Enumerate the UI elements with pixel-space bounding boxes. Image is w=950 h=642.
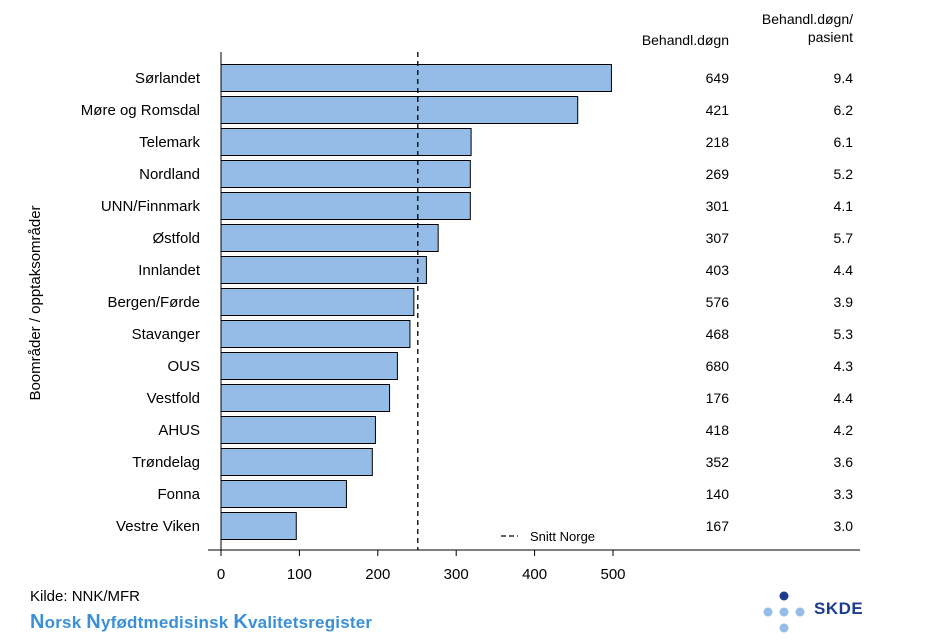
behandl-dogn-per-pasient-value: 3.9 bbox=[834, 294, 854, 310]
category-label: Vestre Viken bbox=[116, 518, 200, 535]
registry-word-1: yfødtmedisinsk bbox=[100, 613, 234, 632]
behandl-dogn-value: 167 bbox=[706, 518, 730, 534]
behandl-dogn-per-pasient-header: pasient bbox=[808, 29, 853, 45]
behandl-dogn-value: 649 bbox=[706, 70, 730, 86]
behandl-dogn-value: 680 bbox=[706, 358, 730, 374]
behandl-dogn-header: Behandl.døgn bbox=[642, 32, 729, 48]
bar-chart: Sørlandet 649 9.4 Møre og Romsdal 421 6.2 Tele… bbox=[27, 11, 860, 583]
bar bbox=[220, 96, 579, 124]
behandl-dogn-value: 468 bbox=[706, 326, 730, 342]
behandl-dogn-per-pasient-value: 4.2 bbox=[834, 422, 854, 438]
behandl-dogn-per-pasient-value: 4.3 bbox=[834, 358, 854, 374]
category-label: Telemark bbox=[139, 134, 200, 151]
behandl-dogn-per-pasient-value: 4.4 bbox=[834, 390, 854, 406]
behandl-dogn-value: 418 bbox=[706, 422, 730, 438]
x-tick-label: 500 bbox=[600, 566, 625, 583]
bar bbox=[220, 160, 471, 188]
skde-logo-dots bbox=[763, 591, 805, 633]
bar bbox=[220, 288, 415, 316]
source-note: Kilde: NNK/MFR bbox=[30, 588, 141, 605]
behandl-dogn-per-pasient-value: 9.4 bbox=[834, 70, 854, 86]
behandl-dogn-value: 176 bbox=[706, 390, 730, 406]
category-label: Nordland bbox=[139, 166, 200, 183]
behandl-dogn-value: 576 bbox=[706, 294, 730, 310]
x-tick-label: 400 bbox=[522, 566, 547, 583]
x-tick-label: 100 bbox=[287, 566, 312, 583]
behandl-dogn-per-pasient-value: 5.3 bbox=[834, 326, 854, 342]
category-label: Østfold bbox=[152, 230, 200, 247]
category-label: Innlandet bbox=[138, 262, 201, 279]
registry-initial-0: N bbox=[30, 611, 45, 633]
behandl-dogn-per-pasient-header: Behandl.døgn/ bbox=[762, 11, 853, 27]
skde-logo-text: SKDE bbox=[814, 599, 864, 618]
y-axis-title: Boområder / opptaksområder bbox=[27, 205, 44, 400]
behandl-dogn-per-pasient-value: 6.1 bbox=[834, 134, 854, 150]
category-label: Møre og Romsdal bbox=[81, 102, 200, 119]
bar bbox=[220, 224, 439, 252]
bar bbox=[220, 416, 376, 444]
x-tick-label: 0 bbox=[217, 566, 225, 583]
bar bbox=[220, 448, 373, 476]
category-label: Fonna bbox=[157, 486, 200, 503]
category-label: Bergen/Førde bbox=[107, 294, 200, 311]
registry-initial-2: K bbox=[233, 611, 249, 633]
bar bbox=[220, 320, 411, 348]
category-label: Stavanger bbox=[132, 326, 200, 343]
registry-name: Norsk Nyfødtmedisinsk Kvalitetsregister bbox=[30, 611, 372, 634]
behandl-dogn-value: 140 bbox=[706, 486, 730, 502]
registry-word-2: valitetsregister bbox=[248, 613, 373, 632]
bar bbox=[220, 512, 297, 540]
skde-logo: SKDE bbox=[762, 590, 882, 636]
behandl-dogn-per-pasient-value: 3.6 bbox=[834, 454, 854, 470]
behandl-dogn-value: 269 bbox=[706, 166, 730, 182]
behandl-dogn-per-pasient-value: 3.3 bbox=[834, 486, 854, 502]
bar bbox=[220, 352, 398, 380]
category-label: AHUS bbox=[158, 422, 200, 439]
category-label: OUS bbox=[167, 358, 200, 375]
behandl-dogn-value: 218 bbox=[706, 134, 730, 150]
behandl-dogn-per-pasient-value: 5.2 bbox=[834, 166, 854, 182]
category-label: Trøndelag bbox=[132, 454, 200, 471]
behandl-dogn-per-pasient-value: 4.1 bbox=[834, 198, 854, 214]
bar bbox=[220, 480, 347, 508]
bar bbox=[220, 64, 612, 92]
behandl-dogn-value: 307 bbox=[706, 230, 730, 246]
behandl-dogn-per-pasient-value: 4.4 bbox=[834, 262, 854, 278]
category-label: Vestfold bbox=[147, 390, 200, 407]
bar bbox=[220, 384, 391, 412]
behandl-dogn-value: 301 bbox=[706, 198, 730, 214]
behandl-dogn-value: 403 bbox=[706, 262, 730, 278]
category-label: Sørlandet bbox=[135, 70, 201, 87]
bar bbox=[220, 192, 471, 220]
bar bbox=[220, 128, 472, 156]
x-tick-label: 200 bbox=[365, 566, 390, 583]
legend-label: Snitt Norge bbox=[530, 529, 595, 544]
bar bbox=[220, 256, 427, 284]
behandl-dogn-per-pasient-value: 5.7 bbox=[834, 230, 854, 246]
registry-word-0: orsk bbox=[44, 613, 87, 632]
behandl-dogn-per-pasient-value: 6.2 bbox=[834, 102, 854, 118]
behandl-dogn-value: 421 bbox=[706, 102, 730, 118]
category-label: UNN/Finnmark bbox=[101, 198, 201, 215]
behandl-dogn-value: 352 bbox=[706, 454, 730, 470]
x-tick-label: 300 bbox=[444, 566, 469, 583]
registry-initial-1: N bbox=[86, 611, 101, 633]
behandl-dogn-per-pasient-value: 3.0 bbox=[834, 518, 854, 534]
